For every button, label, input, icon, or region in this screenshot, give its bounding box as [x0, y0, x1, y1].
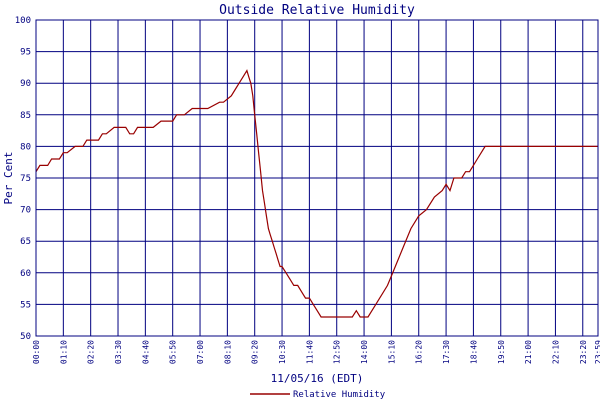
x-tick-label: 15:10 [387, 340, 396, 364]
x-tick-label: 08:10 [223, 340, 232, 364]
x-tick-label: 23:59 [594, 340, 600, 364]
y-tick-label: 70 [20, 206, 31, 216]
y-tick-label: 55 [20, 300, 31, 310]
y-tick-label: 85 [20, 111, 31, 121]
x-tick-label: 10:30 [278, 340, 287, 364]
legend-label: Relative Humidity [293, 390, 386, 400]
y-tick-label: 65 [20, 237, 31, 247]
x-tick-label: 03:30 [114, 340, 123, 364]
series-line-relative-humidity [35, 69, 598, 318]
x-tick-label: 05:50 [169, 340, 178, 364]
x-tick-labels: 00:00 01:10 02:20 03:30 04:40 05:50 07:00 08:10… [32, 340, 600, 364]
x-tick-label: 01:10 [59, 340, 68, 364]
x-tick-label: 11:40 [305, 340, 314, 364]
x-tick-label: 07:00 [196, 340, 205, 364]
x-tick-label: 00:00 [32, 340, 41, 364]
x-tick-label: 23:20 [579, 340, 588, 364]
y-axis-label: Per Cent [2, 152, 15, 205]
x-tick-label: 16:20 [415, 340, 424, 364]
x-tick-label: 19:50 [497, 340, 506, 364]
grid-lines [35, 19, 599, 337]
y-tick-label: 80 [20, 142, 31, 152]
x-tick-label: 09:20 [251, 340, 260, 364]
chart-title: Outside Relative Humidity [219, 3, 415, 18]
y-tick-label: 95 [20, 48, 31, 58]
y-tick-label: 100 [15, 16, 31, 26]
y-tick-label: 60 [20, 269, 31, 279]
x-tick-label: 17:30 [442, 340, 451, 364]
x-tick-label: 18:40 [469, 340, 478, 364]
x-tick-label: 12:50 [333, 340, 342, 364]
y-tick-label: 50 [20, 332, 31, 342]
x-axis-label: 11/05/16 (EDT) [271, 372, 364, 385]
x-tick-label: 04:40 [141, 340, 150, 364]
legend: Relative Humidity [250, 390, 386, 400]
y-tick-labels: 50 55 60 65 70 75 80 85 90 95 100 [15, 16, 31, 342]
x-tick-label: 02:20 [87, 340, 96, 364]
x-tick-label: 22:10 [551, 340, 560, 364]
x-tick-label: 21:00 [524, 340, 533, 364]
y-tick-label: 90 [20, 79, 31, 89]
x-tick-label: 14:00 [360, 340, 369, 364]
y-tick-label: 75 [20, 174, 31, 184]
plot-frame [35, 19, 599, 337]
